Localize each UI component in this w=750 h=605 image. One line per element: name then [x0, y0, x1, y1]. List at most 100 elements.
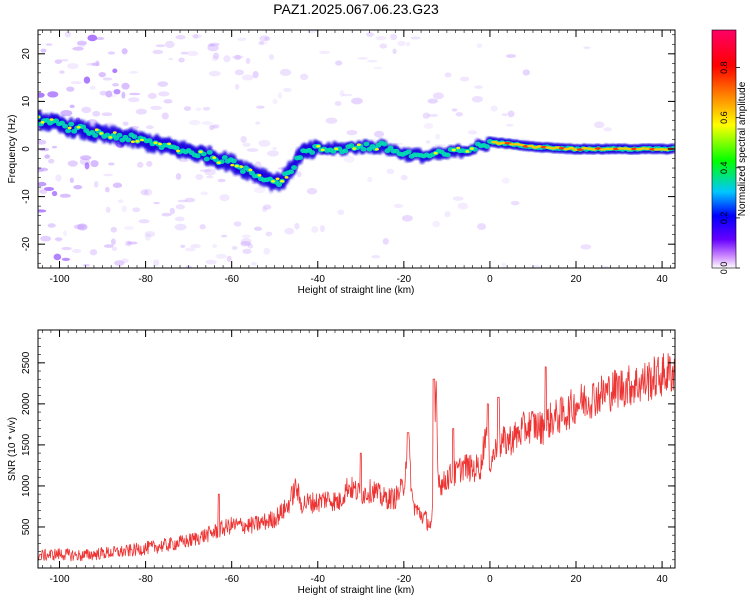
noise-blob [252, 70, 259, 79]
noise-blob [183, 106, 192, 111]
colorbar-tick-label: 0.0 [719, 262, 729, 275]
noise-blob [367, 176, 373, 183]
ridge-mid [146, 138, 153, 143]
noise-blob [123, 226, 134, 230]
noise-blob [455, 112, 464, 117]
noise-blob [107, 51, 116, 55]
colorbar: 0.0 0.2 0.4 0.6 0.8 Normalized spectral ampl… [711, 29, 748, 275]
noise-blob [82, 263, 91, 267]
ridge-mid [71, 128, 78, 134]
noise-blob [77, 223, 88, 231]
ridge-core [67, 126, 72, 130]
noise-blob [125, 240, 132, 247]
noise-blob [474, 85, 483, 89]
ridge-core [527, 144, 535, 148]
noise-blob [200, 191, 209, 196]
noise-blob [127, 97, 140, 103]
noise-blob [259, 35, 269, 42]
ridge-core [158, 142, 163, 146]
noise-blob [110, 226, 117, 233]
noise-blob [91, 62, 100, 67]
noise-blob [346, 129, 358, 136]
snr-ylabel: SNR (10 * v/v) [7, 417, 18, 481]
ridge-core [271, 179, 276, 183]
noise-blob [185, 247, 196, 252]
noise-blob [400, 174, 408, 181]
noise-blob [83, 76, 91, 84]
noise-blob [184, 197, 196, 203]
noise-blob [39, 189, 48, 195]
noise-blob [51, 190, 58, 197]
noise-blob [262, 204, 272, 210]
noise-blob [45, 43, 53, 46]
noise-blob [102, 77, 113, 81]
ridge-core [316, 144, 321, 148]
noise-blob [532, 264, 541, 268]
noise-blob [337, 209, 345, 215]
noise-blob [366, 59, 378, 63]
noise-blob [89, 85, 96, 90]
noise-blob [209, 124, 215, 131]
noise-blob [161, 212, 172, 217]
ridge-mid [221, 155, 228, 160]
noise-blob [60, 109, 73, 117]
noise-blob [375, 36, 387, 41]
spectrogram-ridge [38, 110, 675, 192]
noise-blob [294, 222, 300, 230]
noise-blob [76, 40, 88, 46]
noise-blob [38, 167, 44, 173]
noise-blob [44, 154, 51, 159]
noise-blob [335, 60, 343, 66]
noise-blob [476, 223, 487, 230]
noise-blob [62, 230, 68, 237]
noise-blob [351, 97, 363, 105]
noise-blob [128, 92, 141, 96]
noise-blob [84, 162, 90, 170]
ridge-mid [194, 153, 201, 159]
noise-blob [135, 108, 147, 115]
spec-xtick-label: -100 [50, 274, 70, 285]
noise-blob [373, 130, 385, 138]
noise-blob [325, 117, 338, 124]
noise-blob [104, 186, 110, 193]
noise-blob [580, 244, 592, 250]
noise-blob [121, 82, 130, 90]
noise-blob [69, 104, 75, 109]
colorbar-tick-label: 0.2 [719, 212, 729, 225]
ridge-mid [125, 137, 132, 143]
snr-ytick-label: 1000 [21, 474, 32, 497]
noise-blob [60, 58, 69, 62]
noise-blob [112, 83, 119, 87]
ridge-core [518, 143, 526, 147]
spec-xtick-label: -40 [311, 274, 326, 285]
noise-blob [192, 34, 202, 39]
noise-blob [427, 113, 439, 118]
ridge-mid [381, 141, 388, 147]
noise-blob [467, 130, 478, 135]
noise-blob [451, 108, 458, 112]
noise-blob [199, 169, 212, 172]
ridge-core [99, 132, 104, 135]
noise-blob [343, 155, 355, 163]
noise-blob [306, 188, 318, 195]
noise-blob [38, 139, 47, 145]
noise-blob [202, 106, 211, 111]
noise-blob [105, 206, 111, 213]
ridge-mid [342, 148, 349, 154]
noise-blob [153, 201, 160, 205]
snr-xtick-label: -100 [50, 574, 70, 585]
noise-blob [231, 245, 238, 251]
noise-blob [40, 48, 47, 53]
noise-blob [240, 238, 252, 246]
noise-blob [254, 226, 262, 231]
noise-blob [144, 188, 153, 196]
noise-blob [410, 36, 421, 40]
noise-blob [262, 206, 267, 213]
ridge-core [135, 140, 140, 143]
ridge-mid [309, 150, 316, 155]
noise-blob [522, 69, 530, 76]
noise-blob [213, 125, 219, 129]
noise-blob [40, 235, 52, 242]
noise-blob [245, 57, 251, 65]
